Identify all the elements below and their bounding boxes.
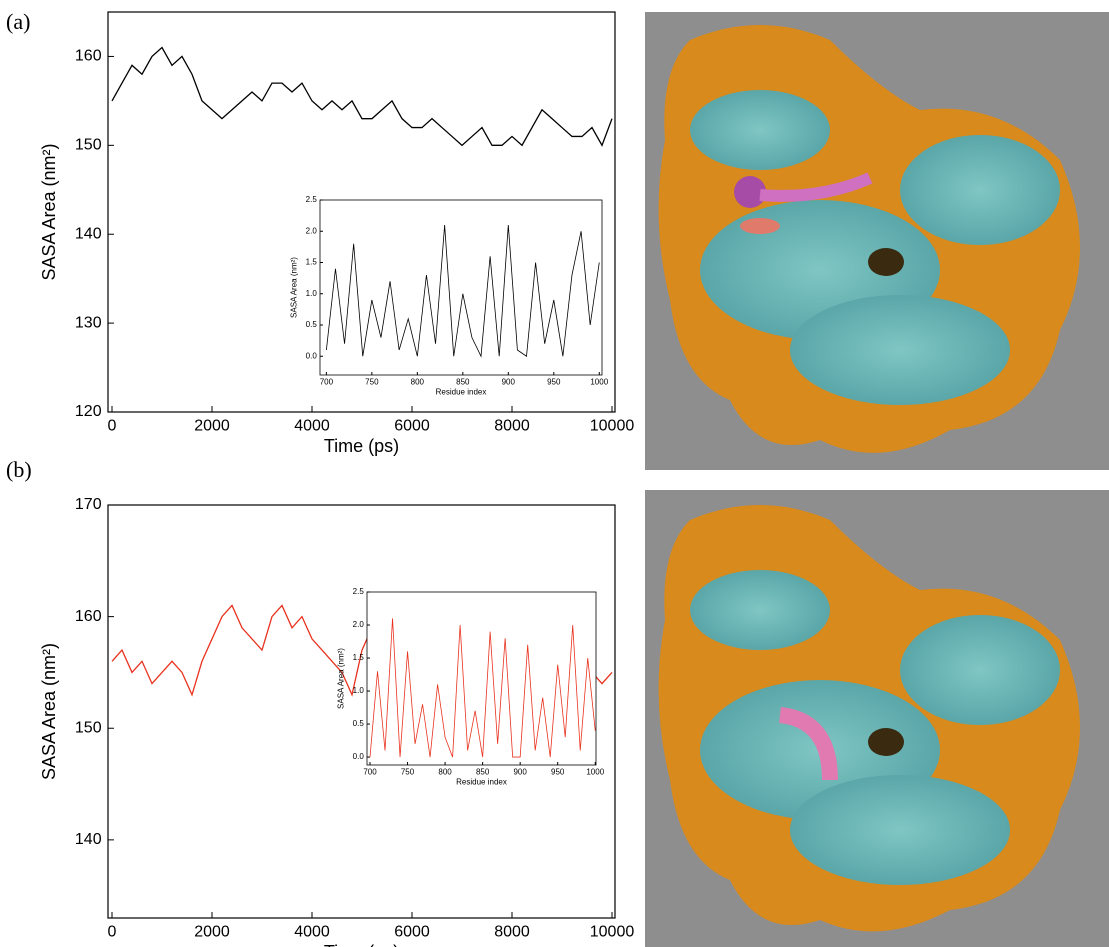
- panel-label: (b): [6, 457, 32, 482]
- x-tick-label: 1000: [586, 767, 604, 776]
- y-tick-label: 130: [75, 314, 102, 331]
- x-tick-label: 6000: [394, 924, 430, 941]
- y-tick-label: 1.5: [306, 258, 318, 267]
- x-tick-label: 700: [320, 377, 334, 386]
- x-tick-label: 750: [365, 377, 379, 386]
- plot-frame: [319, 199, 603, 376]
- y-tick-label: 2.0: [306, 226, 318, 235]
- y-tick-label: 160: [75, 48, 102, 65]
- x-tick-label: 4000: [294, 924, 330, 941]
- x-tick-label: 2000: [194, 418, 230, 435]
- y-tick-label: 120: [75, 403, 102, 420]
- structure-image-b: [645, 490, 1109, 947]
- x-tick-label: 950: [547, 377, 561, 386]
- y-tick-label: 2.5: [306, 195, 318, 204]
- x-tick-label: 750: [401, 767, 415, 776]
- data-line: [369, 618, 596, 758]
- x-tick-label: 10000: [590, 924, 635, 941]
- y-tick-label: 170: [75, 496, 102, 513]
- x-axis-label: Time (ps): [324, 942, 399, 947]
- y-tick-label: 1.0: [306, 289, 318, 298]
- x-tick-label: 900: [502, 377, 516, 386]
- x-tick-label: 700: [363, 767, 377, 776]
- x-tick-label: 850: [476, 767, 490, 776]
- structure-image-a: [645, 12, 1109, 470]
- y-tick-label: 160: [75, 608, 102, 625]
- y-axis-label: SASA Area (nm²): [39, 643, 59, 780]
- x-tick-label: 800: [438, 767, 452, 776]
- x-axis-label: Time (ps): [324, 436, 399, 456]
- data-line: [325, 224, 600, 358]
- x-tick-label: 0: [108, 418, 117, 435]
- panel-label: (a): [6, 9, 30, 34]
- x-tick-label: 8000: [494, 924, 530, 941]
- x-tick-label: 8000: [494, 418, 530, 435]
- x-tick-label: 1000: [590, 377, 608, 386]
- x-tick-label: 6000: [394, 418, 430, 435]
- y-tick-label: 140: [75, 831, 102, 848]
- x-tick-label: 800: [411, 377, 425, 386]
- x-tick-label: 4000: [294, 418, 330, 435]
- y-tick-label: 0.0: [306, 351, 318, 360]
- x-tick-label: 2000: [194, 924, 230, 941]
- y-tick-label: 0.5: [353, 719, 365, 728]
- y-tick-label: 0.5: [306, 320, 318, 329]
- x-axis-label: Residue index: [436, 388, 487, 397]
- plot-frame: [366, 591, 597, 766]
- y-tick-label: 1.0: [353, 686, 365, 695]
- y-tick-label: 0.0: [353, 752, 365, 761]
- x-tick-label: 900: [513, 767, 527, 776]
- y-tick-label: 2.0: [353, 620, 365, 629]
- y-tick-label: 2.5: [353, 587, 365, 596]
- y-axis-label: SASA Area (nm²): [39, 143, 59, 280]
- x-tick-label: 0: [108, 924, 117, 941]
- x-tick-label: 850: [456, 377, 470, 386]
- x-axis-label: Residue index: [456, 778, 507, 787]
- y-axis-label: SASA Area (nm²): [290, 257, 299, 318]
- y-tick-label: 1.5: [353, 653, 365, 662]
- y-axis-label: SASA Area (nm²): [337, 648, 346, 709]
- y-tick-label: 150: [75, 137, 102, 154]
- data-line: [111, 46, 613, 147]
- x-tick-label: 950: [551, 767, 565, 776]
- y-tick-label: 150: [75, 719, 102, 736]
- y-tick-label: 140: [75, 225, 102, 242]
- x-tick-label: 10000: [590, 418, 635, 435]
